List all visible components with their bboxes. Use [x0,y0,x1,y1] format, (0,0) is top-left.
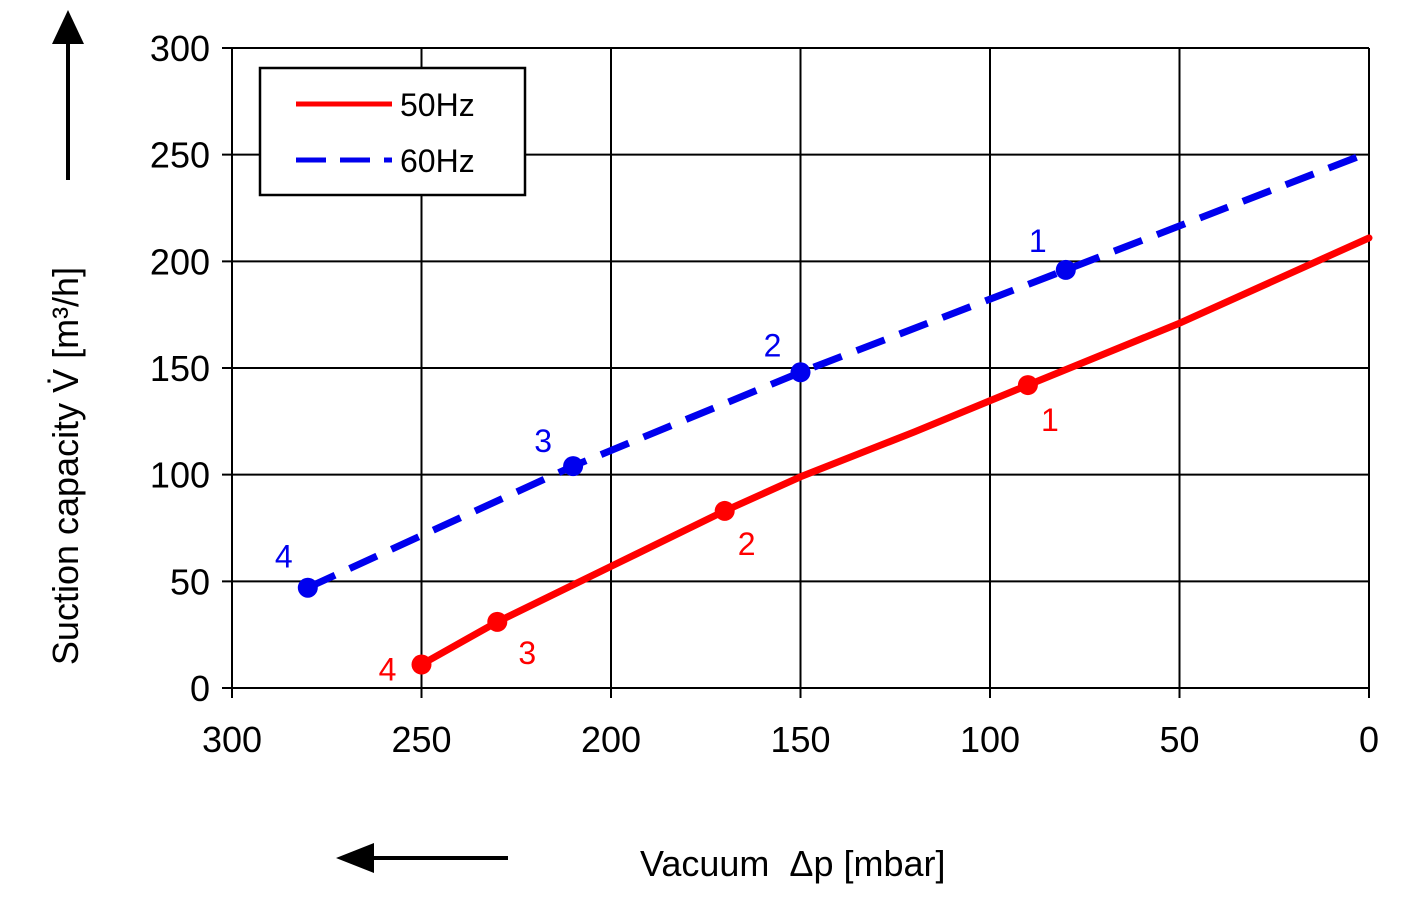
y-tick-label: 200 [150,241,210,282]
legend-box [258,66,527,197]
data-point-marker [714,500,735,521]
x-tick-label: 300 [202,719,262,760]
y-axis-arrow [52,10,84,180]
data-point-marker [411,654,432,675]
series-line-50hz [418,234,1373,668]
y-tick-label: 150 [150,348,210,389]
series-line-60hz [306,149,1371,591]
data-point-label: 2 [764,327,782,363]
data-point-marker [563,456,584,477]
data-point-marker [1017,375,1038,396]
y-ticks: 0 50 100 150 200 250 300 [150,28,210,709]
y-axis-title: Suction capacity V̇ [m³/h] [45,267,86,665]
data-point-label: 4 [379,652,397,688]
x-tick-label: 150 [770,719,830,760]
data-point-label: 1 [1041,402,1059,438]
data-point-marker [487,611,508,632]
data-point-label: 4 [275,539,293,575]
y-tick-label: 100 [150,455,210,496]
grid [222,47,1370,698]
x-tick-label: 200 [581,719,641,760]
data-point-label: 1 [1029,223,1047,259]
data-point-marker [1055,259,1076,280]
x-tick-label: 50 [1159,719,1199,760]
x-tick-label: 250 [391,719,451,760]
y-tick-label: 50 [170,561,210,602]
x-tick-label: 100 [960,719,1020,760]
x-tick-label: 0 [1359,719,1379,760]
data-point-label: 3 [518,635,536,671]
legend-label-50hz: 50Hz [400,87,475,123]
data-point-marker [790,362,811,383]
x-axis-title: Vacuum Δp [mbar] [640,843,946,884]
data-point-label: 3 [534,423,552,459]
y-tick-label: 250 [150,135,210,176]
y-tick-label: 0 [190,668,210,709]
legend-label-60hz: 60Hz [400,143,475,179]
x-axis-arrow [336,843,508,873]
y-tick-label: 300 [150,28,210,69]
series-layer: 1 2 3 4 1 2 3 4 [275,149,1373,688]
legend: 50Hz 60Hz [258,66,527,197]
data-point-marker [297,577,318,598]
x-ticks: 300 250 200 150 100 50 0 [202,719,1379,760]
data-point-label: 2 [738,526,756,562]
